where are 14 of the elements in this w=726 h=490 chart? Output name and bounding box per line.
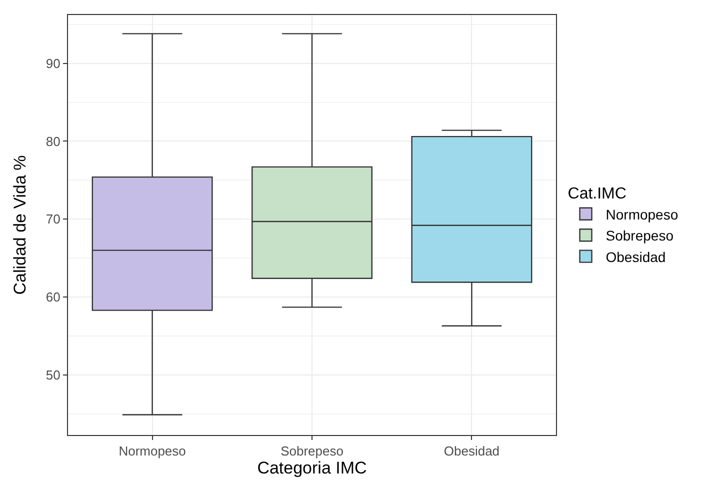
legend-title: Cat.IMC bbox=[568, 185, 626, 202]
y-tick-label: 50 bbox=[46, 368, 60, 383]
x-tick-label: Sobrepeso bbox=[280, 444, 344, 459]
legend-label: Normopeso bbox=[606, 206, 678, 222]
x-tick-label: Obesidad bbox=[444, 444, 500, 459]
y-axis-title: Calidad de Vida % bbox=[10, 155, 30, 295]
x-tick-label: Normopeso bbox=[118, 444, 186, 459]
y-tick-label: 60 bbox=[46, 290, 60, 305]
y-tick-label: 70 bbox=[46, 212, 60, 227]
legend-label: Sobrepeso bbox=[606, 228, 674, 244]
y-tick-label: 80 bbox=[46, 134, 60, 149]
x-axis-title: Categoria IMC bbox=[257, 458, 367, 478]
y-tick-label: 90 bbox=[46, 56, 60, 71]
legend-label: Obesidad bbox=[606, 248, 666, 265]
